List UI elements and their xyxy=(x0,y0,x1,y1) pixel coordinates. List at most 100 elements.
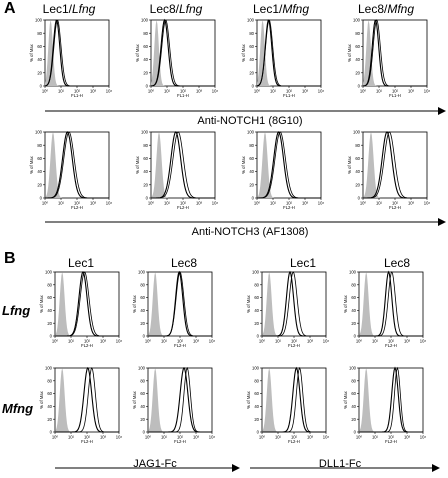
y-tick-label-pA14-5: 100 xyxy=(353,18,361,23)
x-tick-label-pB13-3: 10³ xyxy=(307,339,314,344)
x-tick-label-pA24-3: 10³ xyxy=(408,201,415,206)
y-tick-label-pB14-2: 40 xyxy=(351,308,356,313)
x-tick-label-pB13-0: 10⁰ xyxy=(259,339,266,344)
sample-histogram-pA12-2 xyxy=(150,19,215,87)
y-tick-label-pB14-1: 20 xyxy=(351,321,356,326)
control-histogram-pA23 xyxy=(257,132,321,198)
sample-histogram-pB11-2 xyxy=(55,271,119,337)
y-tick-label-pB24-2: 40 xyxy=(351,404,356,409)
y-tick-label-pA24-2: 40 xyxy=(355,169,360,174)
y-tick-label-pB14-0: 0 xyxy=(354,334,357,339)
x-tick-label-pB24-4: 10⁴ xyxy=(420,435,427,440)
control-histogram-pB24 xyxy=(359,368,423,432)
x-axis-label-pB23: FL2-H xyxy=(288,439,300,444)
row-header-mfng: Mfng xyxy=(2,401,34,416)
y-tick-label-pB13-0: 0 xyxy=(257,334,260,339)
y-tick-label-pB24-3: 60 xyxy=(351,391,356,396)
y-tick-label-pA21-0: 0 xyxy=(40,196,43,201)
x-axis-label-pA14: FL1-H xyxy=(389,93,401,98)
col-header-b-3: Lec1 xyxy=(289,256,317,270)
y-tick-label-pB23-0: 0 xyxy=(257,430,260,435)
x-tick-label-pB23-0: 10⁰ xyxy=(259,435,266,440)
control-histogram-pB13 xyxy=(262,272,326,336)
x-tick-label-pA11-1: 10¹ xyxy=(58,89,65,94)
x-tick-label-pA11-3: 10³ xyxy=(90,89,97,94)
y-axis-label-pB23: % of Max xyxy=(246,390,251,408)
x-tick-label-pB24-3: 10³ xyxy=(404,435,411,440)
caption-jag1-fc: JAG1-Fc xyxy=(133,458,177,470)
x-tick-label-pA21-1: 10¹ xyxy=(58,201,65,206)
x-tick-label-pB14-2: 10² xyxy=(388,339,395,344)
y-tick-label-pA13-4: 80 xyxy=(249,31,254,36)
x-tick-label-pB24-2: 10² xyxy=(388,435,395,440)
y-tick-label-pA11-5: 100 xyxy=(35,18,43,23)
x-tick-label-pB21-3: 10³ xyxy=(100,435,107,440)
y-tick-label-pA22-3: 60 xyxy=(143,156,148,161)
x-tick-label-pB11-2: 10² xyxy=(84,339,91,344)
x-tick-label-pA24-4: 10⁴ xyxy=(424,201,431,206)
control-histogram-pA11 xyxy=(45,20,109,86)
x-tick-label-pB22-1: 10¹ xyxy=(161,435,168,440)
x-tick-label-pA22-0: 10⁰ xyxy=(148,201,155,206)
x-tick-label-pA22-4: 10⁴ xyxy=(212,201,219,206)
x-tick-label-pB21-4: 10⁴ xyxy=(116,435,123,440)
y-tick-label-pA24-0: 0 xyxy=(358,196,361,201)
x-axis-label-pB13: FL2-H xyxy=(288,343,300,348)
x-tick-label-pB14-3: 10³ xyxy=(404,339,411,344)
col-header-a-3: Lec1/Mfng xyxy=(252,2,310,16)
y-tick-label-pB22-5: 100 xyxy=(138,366,146,371)
x-tick-label-pB14-1: 10¹ xyxy=(372,339,379,344)
control-histogram-pB21 xyxy=(55,368,119,432)
y-tick-label-pB11-5: 100 xyxy=(45,270,53,275)
row-header-lfng: Lfng xyxy=(2,303,31,318)
x-tick-label-pB14-4: 10⁴ xyxy=(420,339,427,344)
y-tick-label-pB11-1: 20 xyxy=(47,321,52,326)
y-tick-label-pA22-1: 20 xyxy=(143,182,148,187)
y-tick-label-pA12-0: 0 xyxy=(146,84,149,89)
y-tick-label-pB12-3: 60 xyxy=(140,295,145,300)
y-tick-label-pA22-4: 80 xyxy=(143,143,148,148)
x-tick-label-pA22-2: 10² xyxy=(180,201,187,206)
y-axis-label-pA23: % of Max xyxy=(241,155,246,173)
x-tick-label-pB23-1: 10¹ xyxy=(275,435,282,440)
y-tick-label-pB14-5: 100 xyxy=(349,270,357,275)
col-header-b-4: Lec8 xyxy=(383,256,411,270)
x-tick-label-pB24-0: 10⁰ xyxy=(356,435,363,440)
x-tick-label-pA21-2: 10² xyxy=(74,201,81,206)
x-tick-label-pB21-1: 10¹ xyxy=(68,435,75,440)
control-histogram-pB12 xyxy=(148,272,212,336)
x-tick-label-pB11-1: 10¹ xyxy=(68,339,75,344)
y-tick-label-pA23-1: 20 xyxy=(249,182,254,187)
y-tick-label-pA23-4: 80 xyxy=(249,143,254,148)
x-axis-label-pA24: FL2-H xyxy=(389,205,401,210)
y-tick-label-pB11-3: 60 xyxy=(47,295,52,300)
x-tick-label-pA12-4: 10⁴ xyxy=(212,89,219,94)
x-tick-label-pA24-2: 10² xyxy=(392,201,399,206)
x-axis-label-pB11: FL2-H xyxy=(81,343,93,348)
x-tick-label-pB12-4: 10⁴ xyxy=(209,339,216,344)
sample-histogram-pB12-2 xyxy=(148,271,212,337)
y-tick-label-pB13-5: 100 xyxy=(252,270,260,275)
x-tick-label-pA21-0: 10⁰ xyxy=(42,201,49,206)
y-tick-label-pB21-3: 60 xyxy=(47,391,52,396)
y-tick-label-pA11-4: 80 xyxy=(37,31,42,36)
x-tick-label-pA12-0: 10⁰ xyxy=(148,89,155,94)
y-tick-label-pA21-1: 20 xyxy=(37,182,42,187)
y-tick-label-pA23-0: 0 xyxy=(252,196,255,201)
arrow-head-a2 xyxy=(438,218,446,226)
x-tick-label-pA21-3: 10³ xyxy=(90,201,97,206)
y-tick-label-pB24-0: 0 xyxy=(354,430,357,435)
x-tick-label-pA11-0: 10⁰ xyxy=(42,89,49,94)
sample-histogram-pB24-2 xyxy=(359,366,423,433)
y-tick-label-pA22-5: 100 xyxy=(141,130,149,135)
y-tick-label-pA14-4: 80 xyxy=(355,31,360,36)
y-tick-label-pB24-1: 20 xyxy=(351,417,356,422)
y-axis-label-pA24: % of Max xyxy=(347,155,352,173)
x-tick-label-pA12-2: 10² xyxy=(180,89,187,94)
x-tick-label-pB22-3: 10³ xyxy=(193,435,200,440)
y-tick-label-pA14-3: 60 xyxy=(355,44,360,49)
y-tick-label-pA12-1: 20 xyxy=(143,70,148,75)
x-axis-label-pA23: FL2-H xyxy=(283,205,295,210)
x-tick-label-pB11-0: 10⁰ xyxy=(52,339,59,344)
